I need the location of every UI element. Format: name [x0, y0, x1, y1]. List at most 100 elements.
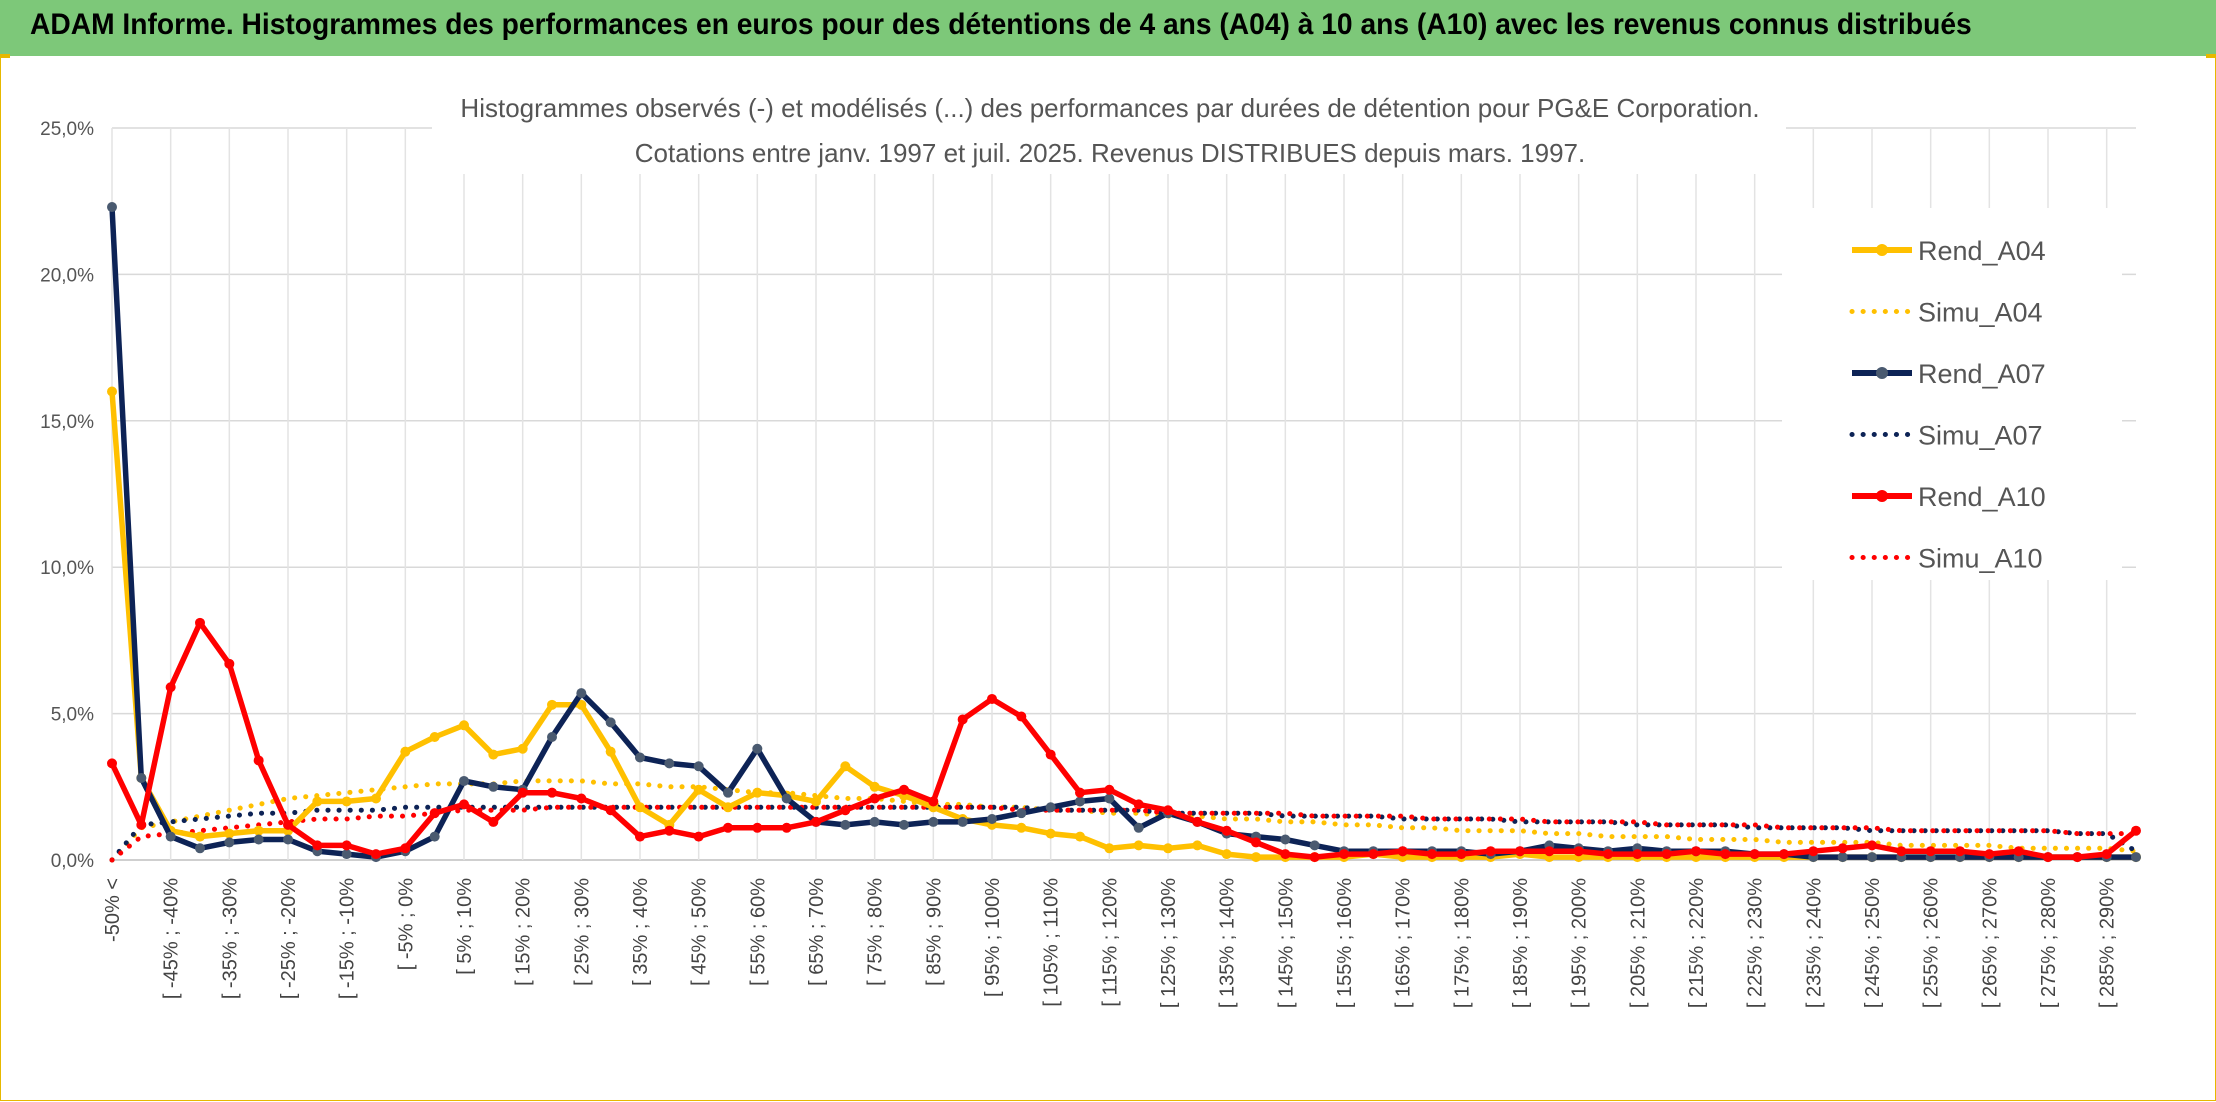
data-point-Rend_A07	[1133, 822, 1144, 833]
x-tick-label: [ 15% ; 20%	[513, 878, 535, 986]
data-point-Rend_A10	[1221, 825, 1232, 836]
data-point-Rend_A10	[1515, 846, 1525, 857]
y-tick-label: 15,0%	[40, 412, 94, 433]
data-point-Rend_A07	[283, 834, 293, 845]
data-point-Rend_A07	[341, 849, 352, 860]
data-point-Rend_A10	[1661, 849, 1672, 860]
data-point-Rend_A10	[488, 816, 499, 827]
data-point-Rend_A10	[1163, 805, 1173, 816]
data-point-Rend_A07	[1075, 796, 1085, 807]
data-point-Rend_A10	[1691, 846, 1701, 857]
data-point-Rend_A07	[2131, 852, 2141, 863]
data-point-Rend_A04	[253, 825, 264, 836]
data-point-Rend_A10	[1192, 816, 1203, 827]
frame-corner-right	[2206, 54, 2216, 58]
data-point-Rend_A10	[400, 843, 411, 854]
data-point-Rend_A04	[547, 699, 557, 710]
data-point-Rend_A07	[253, 834, 264, 845]
data-point-Rend_A04	[341, 796, 352, 807]
legend-marker	[1876, 244, 1888, 256]
data-point-Rend_A04	[1251, 852, 1261, 863]
data-point-Rend_A04	[429, 732, 440, 743]
data-point-Rend_A10	[1280, 849, 1291, 860]
data-point-Rend_A04	[635, 802, 645, 813]
data-point-Rend_A07	[987, 814, 997, 825]
data-point-Rend_A04	[723, 802, 733, 813]
data-point-Rend_A10	[1896, 846, 1907, 857]
data-point-Rend_A07	[840, 819, 851, 830]
x-tick-label: [ 215% ; 220%	[1686, 878, 1708, 1008]
data-point-Rend_A04	[869, 781, 880, 792]
x-tick-label: [ 95% ; 100%	[982, 878, 1004, 997]
x-tick-label: [ -25% ; -20%	[278, 878, 300, 999]
data-point-Rend_A04	[1163, 843, 1173, 854]
data-point-Rend_A10	[664, 825, 675, 836]
data-point-Rend_A10	[957, 714, 968, 725]
data-point-Rend_A10	[312, 840, 323, 851]
data-point-Rend_A07	[1104, 793, 1115, 804]
x-tick-label: [ -15% ; -10%	[337, 878, 359, 999]
data-point-Rend_A07	[723, 787, 733, 798]
data-point-Rend_A07	[165, 831, 176, 842]
data-point-Rend_A10	[1837, 843, 1848, 854]
data-point-Rend_A04	[488, 749, 499, 760]
data-point-Rend_A10	[429, 808, 440, 819]
data-point-Rend_A10	[1485, 846, 1496, 857]
x-tick-label: [ 35% ; 40%	[630, 878, 652, 986]
x-axis-ticks: -50% < [ -45% ; -40% [ -35% ; -30% [ -25% ;…	[102, 878, 2119, 1008]
legend-label: Simu_A04	[1918, 298, 2043, 328]
x-tick-label: [ 145% ; 150%	[1275, 878, 1297, 1008]
data-point-Rend_A07	[195, 843, 205, 854]
data-point-Rend_A10	[107, 758, 117, 769]
x-tick-label: [ -35% ; -30%	[219, 878, 241, 999]
x-tick-label: [ 25% ; 30%	[571, 878, 593, 986]
x-tick-label: [ 285% ; 290%	[2097, 878, 2119, 1008]
data-point-Rend_A10	[1779, 849, 1789, 860]
data-point-Rend_A10	[1133, 799, 1144, 810]
data-point-Rend_A07	[1016, 808, 1027, 819]
y-tick-label: 10,0%	[40, 558, 94, 579]
x-tick-label: [ 205% ; 210%	[1627, 878, 1649, 1008]
data-point-Rend_A10	[459, 799, 469, 810]
data-point-Rend_A10	[224, 658, 235, 669]
x-tick-label: [ -45% ; -40%	[161, 878, 183, 999]
x-tick-label: [ 75% ; 80%	[865, 878, 887, 986]
data-point-Rend_A10	[2072, 852, 2083, 863]
page-title: ADAM Informe. Histogrammes des performan…	[30, 8, 1972, 41]
data-point-Rend_A10	[165, 682, 176, 693]
x-tick-label: [ 195% ; 200%	[1569, 878, 1591, 1008]
data-point-Rend_A07	[1837, 852, 1848, 863]
x-tick-label: [ 155% ; 160%	[1334, 878, 1356, 1008]
legend-label: Simu_A07	[1918, 421, 2043, 451]
data-point-Rend_A10	[1544, 846, 1555, 857]
data-point-Rend_A10	[1573, 846, 1584, 857]
data-point-Rend_A07	[605, 717, 616, 728]
data-point-Rend_A10	[1427, 849, 1437, 860]
data-point-Rend_A10	[283, 819, 293, 830]
y-tick-label: 0,0%	[51, 851, 94, 872]
x-tick-label: [ -5% ; 0%	[395, 878, 417, 970]
data-point-Rend_A04	[107, 386, 117, 397]
data-point-Rend_A04	[1133, 840, 1144, 851]
data-point-Rend_A10	[253, 755, 264, 766]
data-point-Rend_A07	[781, 793, 792, 804]
data-point-Rend_A10	[899, 784, 909, 795]
data-point-Rend_A07	[752, 743, 763, 754]
data-point-Rend_A07	[1280, 834, 1291, 845]
data-point-Rend_A10	[1016, 711, 1027, 722]
data-point-Rend_A04	[840, 761, 851, 772]
x-tick-label: [ 255% ; 260%	[1921, 878, 1943, 1008]
data-point-Rend_A10	[576, 793, 587, 804]
data-point-Rend_A04	[811, 796, 821, 807]
data-point-Rend_A10	[635, 831, 645, 842]
data-point-Rend_A07	[576, 688, 587, 699]
data-point-Rend_A10	[1104, 784, 1115, 795]
data-point-Rend_A04	[752, 787, 763, 798]
data-point-Rend_A07	[664, 758, 675, 769]
data-point-Rend_A10	[547, 787, 557, 798]
legend-marker	[1876, 367, 1888, 379]
legend: Rend_A04 Simu_A04 Rend_A07 Simu_A07 Rend_A10…	[1782, 208, 2122, 580]
x-tick-label: [ 275% ; 280%	[2038, 878, 2060, 1008]
chart-title-background	[432, 84, 1786, 174]
data-point-Rend_A10	[1808, 846, 1819, 857]
